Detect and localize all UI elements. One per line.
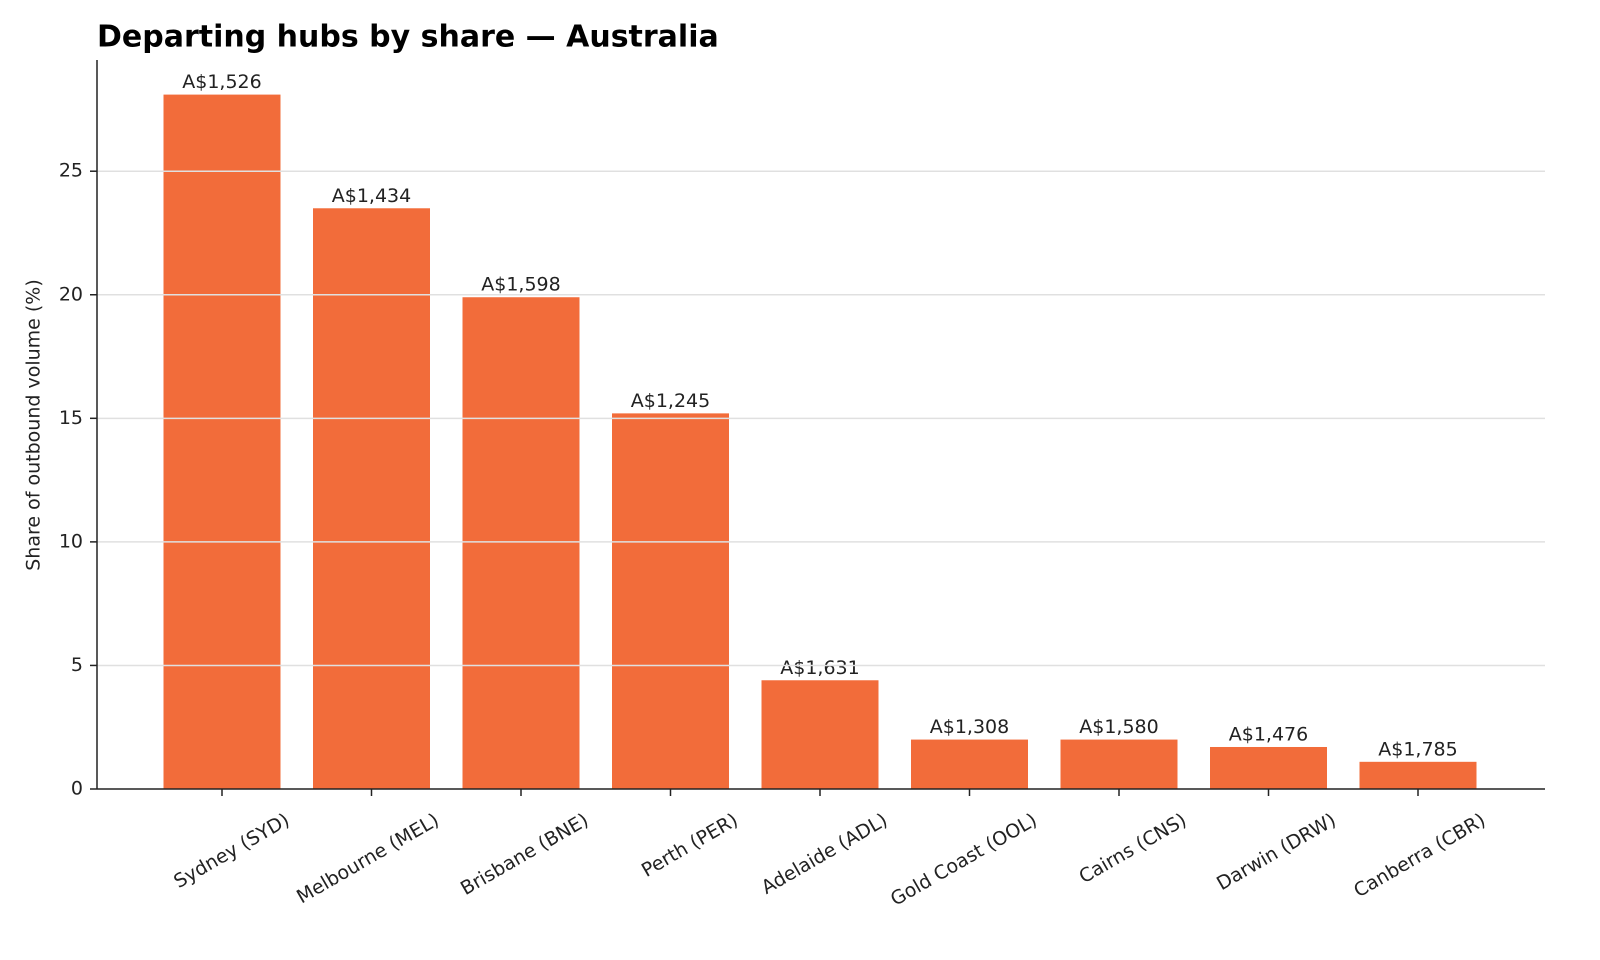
y-tick-label: 10 [59, 530, 83, 552]
x-tick-label: Melbourne (MEL) [293, 809, 443, 908]
bar [462, 297, 580, 789]
x-tick-label: Brisbane (BNE) [457, 809, 592, 900]
bar [313, 208, 430, 789]
bar-label: A$1,434 [332, 185, 411, 207]
x-tick-label: Darwin (DRW) [1213, 809, 1340, 895]
bar-label: A$1,631 [780, 657, 859, 679]
bar-label: A$1,476 [1229, 723, 1308, 745]
x-tick-label: Canberra (CBR) [1350, 809, 1489, 902]
chart-title: Departing hubs by share — Australia [97, 20, 719, 55]
bar-label: A$1,245 [631, 390, 710, 412]
bar [163, 94, 281, 789]
y-tick-label: 5 [71, 654, 83, 676]
bar [911, 739, 1028, 789]
bar [612, 413, 729, 789]
y-tick-label: 15 [59, 407, 83, 429]
y-tick-label: 25 [59, 160, 83, 182]
y-tick-label: 0 [71, 778, 83, 800]
bar [1359, 761, 1477, 789]
y-axis-label: Share of outbound volume (%) [23, 279, 45, 571]
bar-label: A$1,308 [930, 716, 1009, 738]
bar-label: A$1,580 [1079, 716, 1158, 738]
bar [761, 680, 879, 789]
y-tick-label: 20 [59, 283, 83, 305]
bar [1060, 739, 1178, 789]
x-tick-label: Perth (PER) [638, 809, 742, 882]
bar [1210, 746, 1327, 789]
x-tick-label: Adelaide (ADL) [758, 809, 892, 899]
x-tick-label: Sydney (SYD) [170, 809, 293, 893]
bar-label: A$1,526 [182, 71, 261, 93]
bar-label: A$1,598 [481, 274, 560, 296]
bar-label: A$1,785 [1378, 738, 1457, 760]
x-tick-label: Cairns (CNS) [1075, 809, 1190, 888]
x-tick-label: Gold Coast (OOL) [887, 809, 1041, 911]
